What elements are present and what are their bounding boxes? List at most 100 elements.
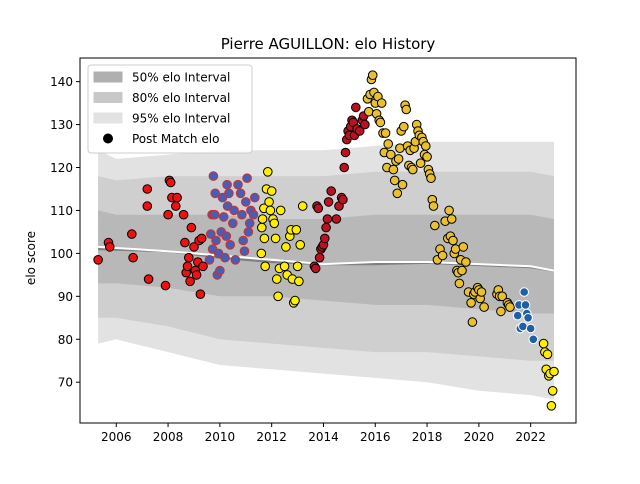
legend-label: 80% elo Interval xyxy=(132,91,230,105)
data-point xyxy=(198,261,208,272)
data-point xyxy=(142,184,153,194)
data-point xyxy=(458,242,469,252)
data-point xyxy=(538,338,549,349)
data-point xyxy=(215,265,225,276)
legend-swatch xyxy=(93,112,123,124)
data-point xyxy=(528,334,539,345)
data-point xyxy=(476,287,487,297)
data-point xyxy=(497,291,508,302)
data-point xyxy=(339,162,350,173)
data-point xyxy=(265,205,276,216)
data-point xyxy=(230,254,241,265)
data-point xyxy=(505,302,515,312)
data-point xyxy=(185,276,195,287)
data-point xyxy=(171,201,181,211)
y-tick-label: 140 xyxy=(50,75,73,89)
point-series xyxy=(512,287,539,345)
data-point xyxy=(163,209,173,220)
data-point xyxy=(208,171,219,181)
data-point xyxy=(364,106,374,117)
data-point xyxy=(430,220,440,231)
x-tick-label: 2020 xyxy=(464,430,495,444)
x-tick-label: 2018 xyxy=(412,430,443,444)
data-point xyxy=(264,197,274,207)
x-tick-label: 2012 xyxy=(256,430,287,444)
data-point xyxy=(143,274,154,284)
data-point xyxy=(338,194,348,205)
x-tick-label: 2010 xyxy=(205,430,236,444)
data-point xyxy=(127,229,137,239)
data-point xyxy=(182,261,193,272)
data-point xyxy=(401,104,412,115)
data-point xyxy=(248,209,259,220)
data-point xyxy=(512,310,523,321)
y-tick-label: 80 xyxy=(58,333,73,347)
data-point xyxy=(408,164,418,175)
data-point xyxy=(275,205,286,216)
data-point xyxy=(292,261,303,272)
data-point xyxy=(250,192,260,203)
data-point xyxy=(235,188,246,199)
data-point xyxy=(269,218,280,229)
x-tick-label: 2014 xyxy=(308,430,339,444)
data-point xyxy=(467,317,478,327)
x-tick-label: 2006 xyxy=(101,430,132,444)
data-point xyxy=(279,261,290,272)
post-match-points xyxy=(93,70,559,411)
data-point xyxy=(241,197,251,207)
data-point xyxy=(165,177,176,188)
data-point xyxy=(142,201,153,211)
data-point xyxy=(105,242,115,252)
mean-line-white xyxy=(98,245,555,272)
data-point xyxy=(218,212,229,222)
data-point xyxy=(547,386,558,396)
data-point xyxy=(291,225,302,235)
data-point xyxy=(323,197,334,207)
data-point xyxy=(393,154,404,164)
data-point xyxy=(178,209,189,220)
data-point xyxy=(209,209,220,220)
y-tick-label: 110 xyxy=(50,204,73,218)
data-point xyxy=(520,300,531,310)
data-point xyxy=(313,203,324,214)
data-point xyxy=(454,278,465,289)
data-point xyxy=(383,139,394,149)
data-point xyxy=(351,102,361,113)
data-point xyxy=(222,201,233,211)
legend-box xyxy=(87,64,253,154)
data-point xyxy=(172,192,182,203)
data-point xyxy=(256,248,267,259)
legend-marker xyxy=(103,133,113,144)
data-point xyxy=(519,287,530,297)
data-point xyxy=(542,349,553,360)
data-point xyxy=(444,205,454,216)
mean-lines xyxy=(98,245,555,272)
data-point xyxy=(326,186,337,196)
data-point xyxy=(331,214,342,224)
data-point xyxy=(496,306,506,317)
point-series xyxy=(538,338,559,411)
data-point xyxy=(257,214,268,224)
data-point xyxy=(259,233,270,244)
legend-label: 50% elo Interval xyxy=(132,71,230,85)
data-point xyxy=(340,147,351,158)
data-point xyxy=(93,254,103,265)
y-tick-label: 130 xyxy=(50,118,73,132)
data-point xyxy=(297,201,308,211)
data-point xyxy=(228,218,238,229)
legend-label: 95% elo Interval xyxy=(132,112,230,126)
data-point xyxy=(389,175,400,186)
y-tick-label: 70 xyxy=(58,376,73,390)
data-point xyxy=(263,167,273,177)
data-point xyxy=(272,274,282,284)
data-point xyxy=(466,298,476,308)
data-point xyxy=(128,252,138,263)
y-tick-label: 120 xyxy=(50,161,73,175)
point-series xyxy=(256,167,308,308)
data-point xyxy=(273,291,283,302)
data-point xyxy=(392,188,403,199)
data-point xyxy=(189,242,199,252)
data-point xyxy=(376,98,387,108)
data-point xyxy=(244,218,255,229)
